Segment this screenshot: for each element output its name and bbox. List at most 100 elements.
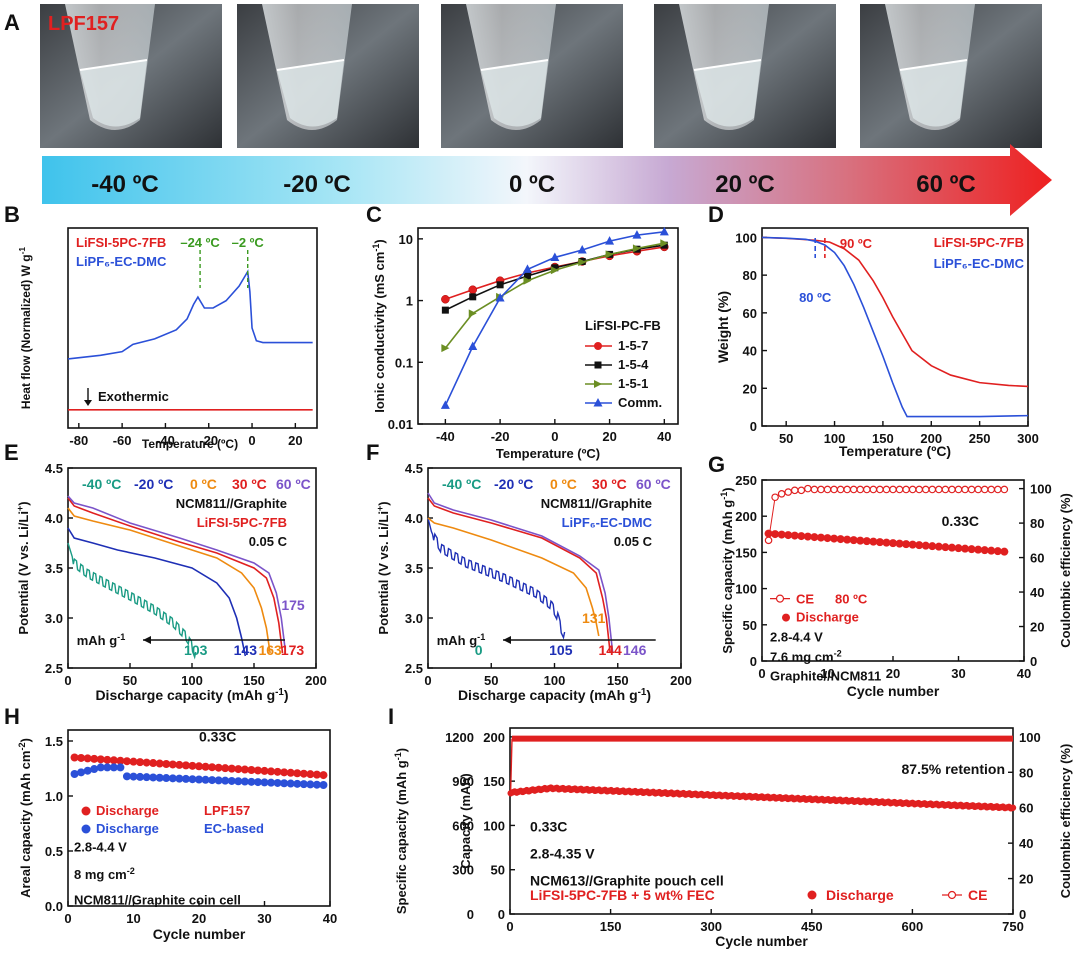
- y-tick-label: 200: [483, 730, 505, 745]
- y-tick-label: 0.0: [45, 899, 63, 914]
- y-tick-label: 200: [735, 509, 757, 524]
- y-tick-label: 0: [750, 419, 757, 434]
- discharge-point: [253, 766, 262, 775]
- sample-label: LPF157: [48, 13, 119, 35]
- panel-h: H 0 10 20 30 40 0.0 0.5 1.0 1.5 0.33C Discharge LPF1…: [4, 704, 337, 942]
- legend-marker: [947, 890, 957, 900]
- x-tick-label: 50: [123, 673, 137, 688]
- legend-title: LiFSI-PC-FB: [585, 318, 661, 333]
- x-tick-label: 200: [920, 431, 942, 446]
- panel-letter: C: [366, 202, 382, 227]
- legend-marker: [807, 890, 817, 900]
- capacity-value: 143: [234, 642, 258, 658]
- ce-point: [836, 485, 845, 494]
- discharge-point: [790, 531, 799, 540]
- discharge-point: [142, 758, 151, 767]
- y-tick-label: 2.5: [45, 661, 63, 676]
- discharge-point: [181, 761, 190, 770]
- discharge-point: [195, 762, 203, 771]
- discharge-point: [273, 778, 282, 787]
- y-tick-label: 2.5: [405, 661, 423, 676]
- discharge-point: [293, 779, 302, 788]
- discharge-point: [836, 535, 845, 544]
- condition-line: 8 mg cm-2: [74, 866, 135, 882]
- discharge-point: [142, 773, 151, 782]
- y-tick-label: 0.1: [395, 355, 413, 370]
- data-point: [468, 309, 477, 318]
- arrow-label: 0 ºC: [509, 171, 555, 198]
- discharge-point: [987, 546, 996, 555]
- discharge-point: [149, 759, 158, 768]
- capacity-arrowhead: [503, 636, 511, 644]
- discharge-point: [122, 757, 131, 766]
- discharge-point: [129, 757, 138, 766]
- legend-entry: Discharge: [96, 803, 159, 818]
- y-mid-axis-label: Capacity (mAh): [458, 773, 473, 868]
- data-point: [550, 252, 560, 261]
- capacity-unit: mAh g-1: [77, 632, 126, 648]
- discharge-point: [227, 776, 236, 785]
- x-tick-label: 150: [607, 673, 629, 688]
- discharge-point: [830, 534, 839, 543]
- discharge-point: [849, 536, 858, 545]
- discharge-point: [90, 765, 99, 774]
- discharge-point: [993, 547, 1002, 556]
- ce-point: [928, 485, 937, 494]
- x-tick-label: 200: [305, 673, 327, 688]
- discharge-point: [902, 540, 911, 549]
- label-main: Coulombic efficiency (%): [1058, 744, 1073, 899]
- ce-point: [876, 485, 884, 494]
- legend-marker: [81, 806, 91, 816]
- y-tick-label: 1: [406, 294, 413, 309]
- ce-point: [823, 485, 832, 494]
- discharge-point: [214, 763, 223, 772]
- data-point: [441, 306, 449, 314]
- label-main: Cycle number: [715, 933, 808, 949]
- discharge-point: [1000, 547, 1009, 556]
- y-mah-tick-label: 0: [467, 907, 474, 922]
- label-sup: +: [375, 506, 385, 511]
- x-tick-label: 150: [600, 919, 622, 934]
- discharge-point: [103, 755, 112, 764]
- y2-tick-label: 0: [1030, 654, 1037, 669]
- label-main: 7.6 mg cm: [770, 650, 834, 665]
- discharge-point: [280, 768, 289, 777]
- ce-point: [764, 536, 773, 545]
- discharge-point: [961, 544, 970, 553]
- y-tick-label: 100: [735, 230, 757, 245]
- legend-marker: [594, 342, 602, 350]
- y-tick-label: 3.0: [405, 611, 423, 626]
- capacity-value: 103: [184, 642, 208, 658]
- panel-i: I0 150 300 450 600 75005010015020003006009001…: [388, 704, 1073, 949]
- discharge-point: [77, 753, 86, 762]
- ce-point: [777, 489, 786, 498]
- discharge-point: [116, 756, 125, 765]
- y2-tick-label: 0: [1019, 907, 1026, 922]
- label-sup: -1: [719, 492, 729, 500]
- label-main: Cycle number: [153, 926, 246, 942]
- arrow-label: -20 ºC: [283, 171, 350, 198]
- x-tick-label: -20: [491, 429, 510, 444]
- legend-label: EC-based: [204, 821, 264, 836]
- peak-annotation: –24 ºC: [180, 235, 220, 250]
- label-sup: -1: [638, 687, 647, 698]
- discharge-point: [234, 765, 243, 774]
- x-tick-label: -40: [436, 429, 455, 444]
- discharge-point: [155, 773, 164, 782]
- plot-frame: [417, 227, 679, 425]
- discharge-point: [83, 766, 92, 775]
- label-main: Cycle number: [847, 683, 940, 699]
- x-axis-label: Cycle number: [715, 933, 808, 949]
- series-line: [761, 236, 1029, 418]
- temperature-label: 60 ºC: [276, 476, 311, 492]
- data-point: [659, 226, 669, 236]
- discharge-point: [247, 766, 256, 775]
- label-main: Weight (%): [715, 291, 731, 363]
- x-axis-label: Cycle number: [847, 683, 940, 699]
- x-tick-label: 0: [551, 429, 558, 444]
- label-main: Discharge capacity (mAh g: [458, 687, 638, 703]
- series-line: [67, 527, 247, 657]
- discharge-point: [260, 766, 269, 775]
- label-main: Areal capacity (mAh cm: [18, 751, 33, 898]
- ce-point: [810, 485, 819, 494]
